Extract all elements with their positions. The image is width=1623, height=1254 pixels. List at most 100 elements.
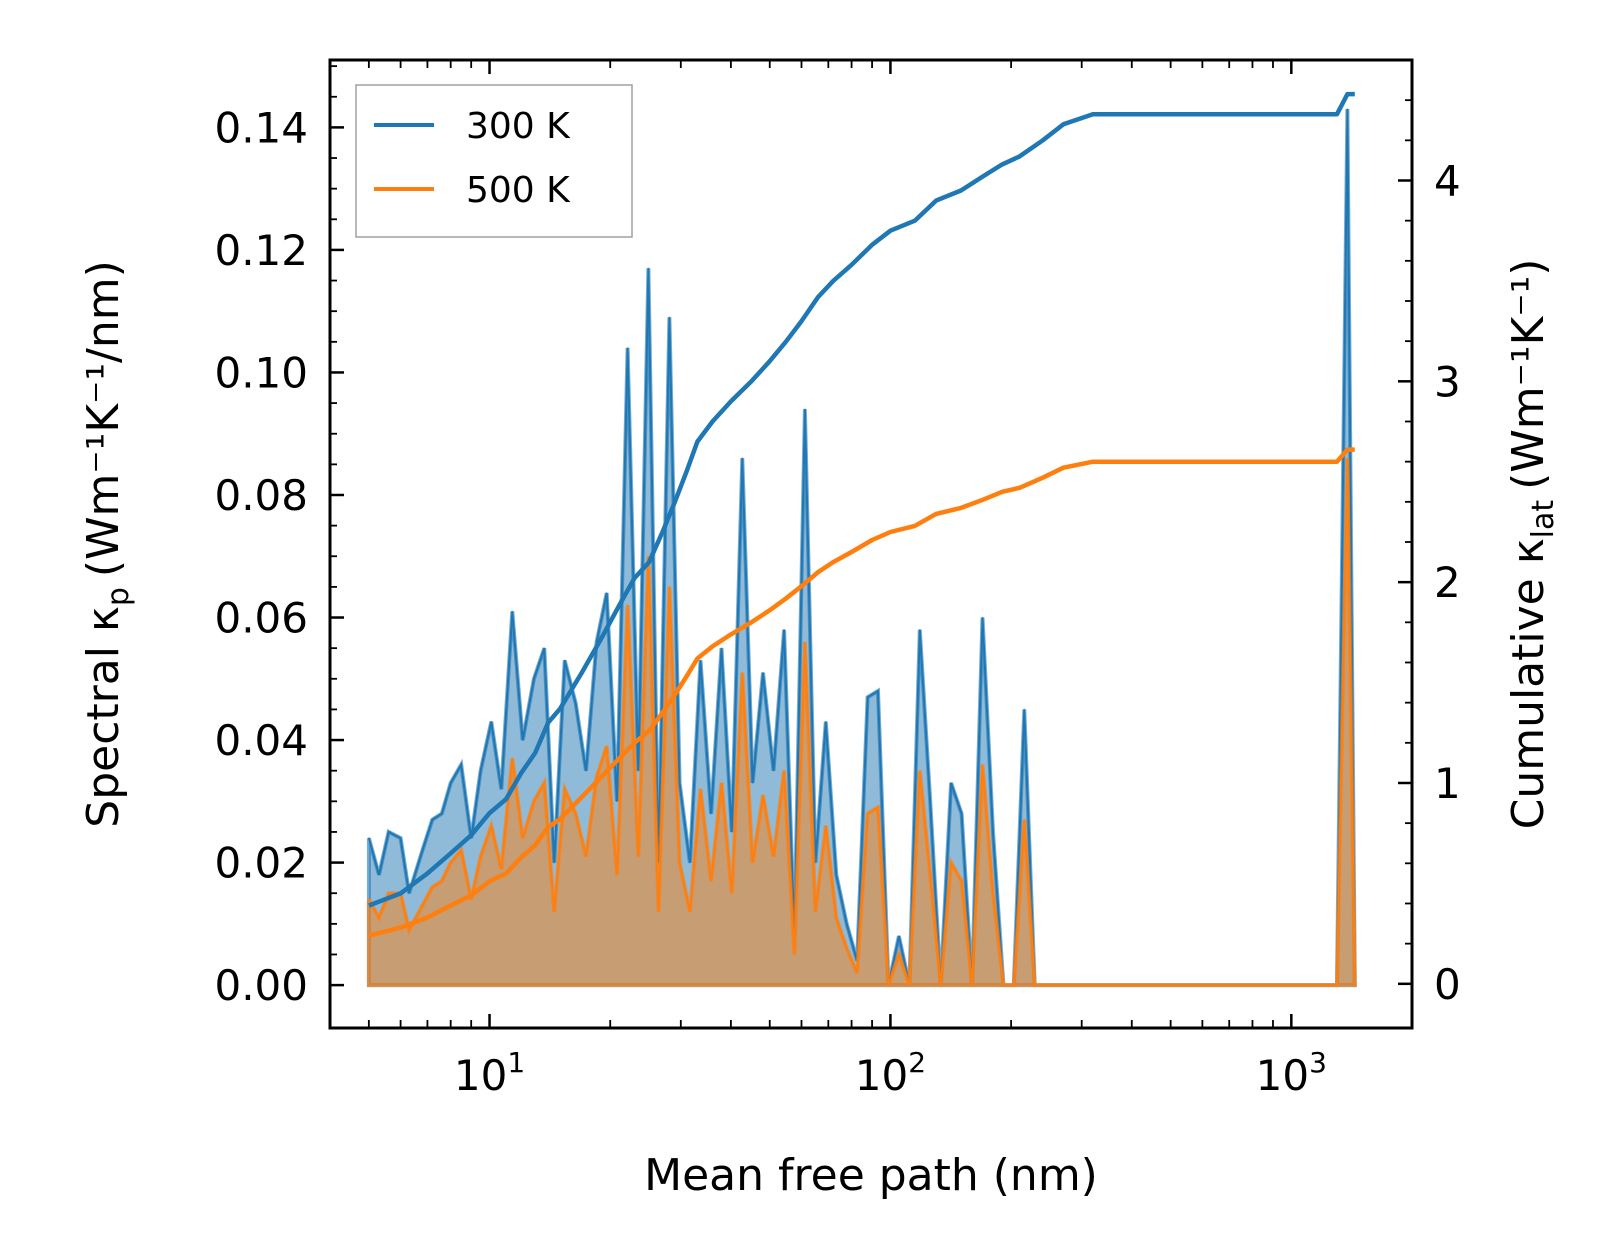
spectral-point-500k-1 — [378, 916, 380, 919]
axis-ticks: 0.000.020.040.060.080.100.120.1401234101… — [214, 60, 1461, 1100]
y-right-tick-label-4: 4 — [1434, 156, 1461, 205]
spectral-point-500k-20 — [574, 812, 577, 815]
spectral-point-500k-19 — [563, 788, 566, 790]
y-left-tick-label-5: 0.10 — [214, 348, 308, 397]
spectral-point-500k-65 — [1044, 984, 1046, 986]
y-left-tick-label-7: 0.14 — [214, 103, 308, 152]
spectral-point-300k-5 — [421, 849, 424, 852]
spectral-point-300k-39 — [772, 769, 775, 772]
spectral-point-500k-35 — [731, 892, 733, 894]
spectral-point-300k-63 — [1023, 708, 1026, 711]
spectral-point-300k-23 — [605, 592, 608, 594]
spectral-point-500k-13 — [500, 867, 503, 870]
spectral-point-500k-4 — [408, 929, 410, 931]
spectral-point-300k-57 — [960, 812, 963, 815]
spectral-point-300k-49 — [877, 690, 879, 692]
spectral-point-500k-27 — [647, 555, 650, 558]
y-right-tick-label-1: 1 — [1434, 759, 1461, 808]
y-left-tick-label-0: 0.00 — [214, 961, 308, 1010]
y-axis-label-left: Spectral κp (Wm⁻¹K⁻¹/nm) — [78, 260, 136, 827]
y-right-label-sub: lat — [1526, 500, 1561, 539]
spectral-point-500k-53 — [919, 769, 921, 772]
spectral-point-300k-6 — [431, 818, 434, 821]
x-tick-label-exp-0: 1 — [507, 1046, 525, 1079]
spectral-point-300k-35 — [731, 831, 733, 833]
spectral-point-300k-15 — [521, 739, 524, 741]
spectral-point-300k-3 — [399, 837, 402, 839]
spectral-point-300k-48 — [866, 696, 869, 698]
spectral-point-300k-0 — [368, 837, 370, 839]
spectral-point-300k-25 — [626, 347, 629, 349]
x-tick-label-1: 102 — [855, 1046, 926, 1100]
spectral-point-500k-29 — [668, 586, 671, 588]
spectral-point-300k-53 — [919, 629, 921, 631]
spectral-point-300k-24 — [616, 800, 618, 803]
spectral-point-500k-12 — [490, 825, 493, 827]
spectral-point-500k-0 — [368, 898, 370, 901]
spectral-point-300k-44 — [825, 720, 827, 723]
spectral-point-500k-58 — [971, 984, 973, 986]
spectral-point-300k-34 — [720, 647, 723, 649]
spectral-point-500k-40 — [783, 769, 785, 772]
y-left-label-unit: (Wm⁻¹K⁻¹/nm) — [78, 260, 129, 577]
x-tick-label-base-0: 10 — [454, 1051, 507, 1100]
spectral-point-300k-36 — [741, 457, 744, 460]
spectral-point-500k-51 — [898, 953, 900, 956]
spectral-point-500k-47 — [856, 972, 858, 974]
spectral-point-500k-67 — [1065, 984, 1067, 986]
y-right-label-prefix: Cumulative κ — [1503, 538, 1554, 829]
spectral-point-500k-23 — [605, 745, 608, 747]
spectral-point-500k-46 — [845, 947, 848, 950]
spectral-point-300k-13 — [500, 788, 503, 790]
spectral-point-500k-24 — [616, 874, 618, 876]
spectral-point-300k-4 — [408, 892, 410, 894]
y-left-label-sub: p — [101, 587, 136, 606]
spectral-point-300k-8 — [449, 782, 452, 784]
spectral-point-500k-62 — [1013, 984, 1015, 986]
spectral-point-500k-37 — [751, 861, 754, 864]
spectral-point-500k-54 — [929, 874, 931, 876]
spectral-point-500k-30 — [678, 861, 681, 864]
cumulative-lines — [368, 91, 1355, 938]
spectral-point-300k-20 — [574, 702, 577, 705]
spectral-point-500k-32 — [699, 788, 702, 790]
spectral-point-300k-21 — [585, 769, 587, 772]
spectral-point-500k-49 — [877, 806, 879, 809]
y-right-tick-label-3: 3 — [1434, 357, 1461, 406]
plot-frame — [328, 58, 1414, 1030]
spectral-point-500k-66 — [1054, 984, 1057, 986]
spectral-point-300k-7 — [441, 812, 443, 815]
spectral-point-300k-9 — [460, 763, 463, 766]
spectral-point-500k-60 — [992, 892, 994, 894]
legend-box — [355, 84, 633, 238]
y-right-tick-label-2: 2 — [1434, 558, 1461, 607]
spectral-point-500k-72 — [1346, 457, 1349, 460]
spectral-point-300k-38 — [762, 671, 764, 674]
spectral-point-500k-63 — [1023, 818, 1026, 821]
x-tick-label-exp-2: 3 — [1309, 1046, 1327, 1079]
x-axis-label: Mean free path (nm) — [644, 1150, 1098, 1201]
legend-label-300k: 300 K — [466, 106, 571, 147]
spectral-point-500k-9 — [460, 849, 463, 852]
spectral-point-500k-43 — [814, 910, 817, 913]
spectral-point-300k-26 — [637, 769, 640, 772]
spectral-point-300k-1 — [378, 874, 380, 876]
legend: 300 K 500 K — [355, 84, 633, 238]
spectral-point-500k-57 — [960, 880, 963, 882]
x-tick-label-0: 101 — [454, 1046, 525, 1100]
y-axis-label-right: Cumulative κlat (Wm⁻¹K⁻¹) — [1503, 259, 1561, 830]
spectral-point-500k-64 — [1033, 984, 1036, 986]
spectral-point-500k-38 — [762, 794, 764, 796]
spectral-point-500k-52 — [908, 984, 911, 986]
spectral-point-300k-45 — [835, 874, 838, 876]
spectral-point-300k-54 — [929, 800, 931, 803]
spectral-point-300k-40 — [783, 629, 785, 631]
y-left-tick-label-1: 0.02 — [214, 839, 308, 888]
cumulative-line-300k — [368, 91, 1355, 908]
spectral-point-500k-5 — [421, 904, 424, 907]
spectral-point-300k-42 — [804, 408, 806, 411]
spectral-point-500k-55 — [939, 984, 942, 986]
spectral-point-500k-26 — [637, 855, 640, 858]
spectral-point-500k-2 — [387, 892, 390, 894]
